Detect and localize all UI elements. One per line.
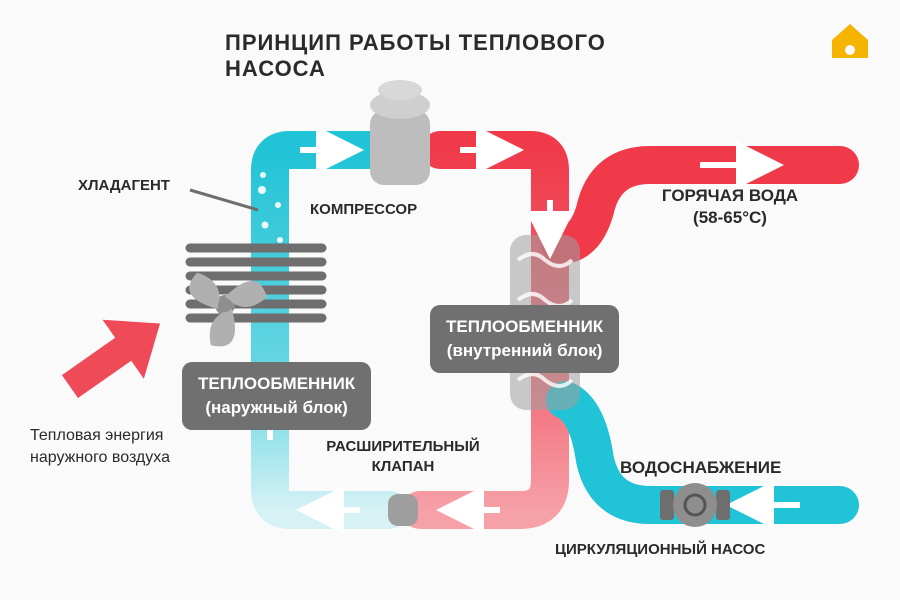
indoor-badge-line1: ТЕПЛООБМЕННИК bbox=[446, 317, 603, 336]
hot-water-label: ГОРЯЧАЯ ВОДА (58-65°C) bbox=[620, 185, 840, 229]
refrigerant-pointer bbox=[190, 190, 258, 210]
outdoor-badge-line2: (наружный блок) bbox=[205, 398, 347, 417]
hot-water-line2: (58-65°C) bbox=[693, 208, 767, 227]
compressor-label: КОМПРЕССОР bbox=[310, 200, 417, 220]
expansion-valve-label: РАСШИРИТЕЛЬНЫЙ КЛАПАН bbox=[303, 437, 503, 476]
indoor-badge-line2: (внутренний блок) bbox=[447, 341, 603, 360]
circ-pump-label: ЦИРКУЛЯЦИОННЫЙ НАСОС bbox=[555, 540, 765, 560]
expansion-valve-icon bbox=[388, 494, 418, 526]
water-supply-label: ВОДОСНАБЖЕНИЕ bbox=[620, 457, 781, 479]
refrigerant-label: ХЛАДАГЕНТ bbox=[78, 176, 170, 196]
thermal-energy-caption: Тепловая энергия наружного воздуха bbox=[30, 425, 170, 470]
outdoor-badge-line1: ТЕПЛООБМЕННИК bbox=[198, 374, 355, 393]
outdoor-exchanger-badge: ТЕПЛООБМЕННИК (наружный блок) bbox=[182, 362, 371, 430]
heat-pump-diagram bbox=[0, 0, 900, 600]
thermal-energy-arrow-icon bbox=[49, 294, 180, 416]
thermal-line2: наружного воздуха bbox=[30, 449, 170, 466]
indoor-exchanger-badge: ТЕПЛООБМЕННИК (внутренний блок) bbox=[430, 305, 619, 373]
expansion-line1: РАСШИРИТЕЛЬНЫЙ bbox=[326, 438, 479, 455]
thermal-line1: Тепловая энергия bbox=[30, 427, 163, 444]
expansion-line2: КЛАПАН bbox=[372, 458, 435, 475]
compressor-icon bbox=[370, 80, 430, 185]
hot-water-line1: ГОРЯЧАЯ ВОДА bbox=[662, 186, 798, 205]
